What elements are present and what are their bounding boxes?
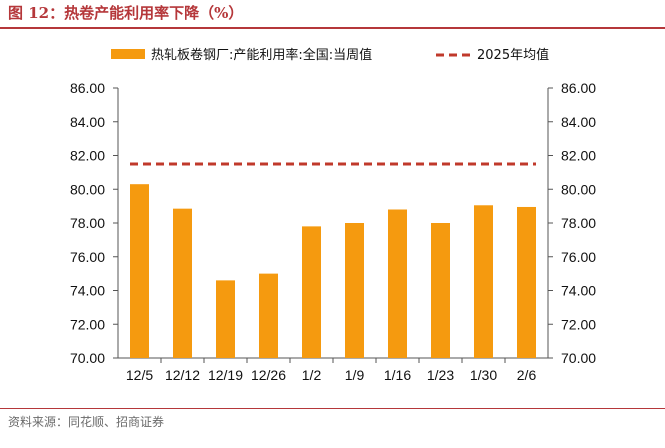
x-tick-label: 12/5	[126, 367, 153, 383]
bar	[345, 223, 364, 358]
y-axis-right-labels: 70.00 72.00 74.00 76.00 78.00 80.00 82.00 84.00…	[561, 80, 596, 366]
legend-line-label: 2025年均值	[477, 47, 549, 63]
y-tick-label-left: 82.00	[70, 148, 105, 164]
x-tick-label: 1/9	[345, 367, 365, 383]
y-tick-label-right: 82.00	[561, 148, 596, 164]
y-tick-label-left: 70.00	[70, 350, 105, 366]
x-tick-label: 1/30	[470, 367, 497, 383]
bar	[173, 208, 192, 358]
y-tick-label-left: 78.00	[70, 215, 105, 231]
y-tick-label-right: 80.00	[561, 181, 596, 197]
y-tick-label-right: 84.00	[561, 114, 596, 130]
y-tick-label-left: 76.00	[70, 249, 105, 265]
y-tick-label-right: 72.00	[561, 316, 596, 332]
bar	[216, 280, 235, 358]
bar	[302, 226, 321, 358]
y-tick-label-right: 74.00	[561, 283, 596, 299]
bar-series	[130, 184, 536, 358]
legend-bar-label: 热轧板卷钢厂:产能利用率:全国:当周值	[151, 47, 372, 63]
bar	[130, 184, 149, 358]
x-tick-label: 12/19	[208, 367, 243, 383]
x-tick-label: 12/12	[165, 367, 200, 383]
x-tick-label: 2/6	[517, 367, 537, 383]
x-tick-label: 1/2	[302, 367, 322, 383]
bar-chart: 热轧板卷钢厂:产能利用率:全国:当周值 2025年均值 70.00 72.00 74…	[70, 47, 596, 383]
title-divider	[0, 27, 665, 29]
y-tick-label-left: 72.00	[70, 316, 105, 332]
y-tick-label-left: 84.00	[70, 114, 105, 130]
x-tick-label: 1/23	[427, 367, 454, 383]
chart-title: 图 12：热卷产能利用率下降（%）	[8, 4, 244, 22]
bar	[431, 223, 450, 358]
y-tick-label-left: 80.00	[70, 181, 105, 197]
bar	[517, 206, 536, 358]
bar	[259, 273, 278, 358]
bar	[474, 205, 493, 358]
x-tick-label: 1/16	[384, 367, 411, 383]
y-axis-left-labels: 70.00 72.00 74.00 76.00 78.00 80.00 82.00 84.00…	[70, 80, 105, 366]
x-tick-label: 12/26	[251, 367, 286, 383]
legend: 热轧板卷钢厂:产能利用率:全国:当周值 2025年均值	[111, 47, 549, 63]
y-tick-label-right: 78.00	[561, 215, 596, 231]
bar	[388, 209, 407, 358]
legend-bar-swatch	[111, 49, 145, 59]
source-note: 资料来源：同花顺、招商证券	[8, 415, 165, 429]
y-tick-label-left: 86.00	[70, 80, 105, 96]
y-tick-label-left: 74.00	[70, 283, 105, 299]
x-axis-labels: 12/5 12/12 12/19 12/26 1/2 1/9 1/16 1/23 1/30 2/6	[126, 367, 537, 383]
y-tick-label-right: 86.00	[561, 80, 596, 96]
y-tick-label-right: 76.00	[561, 249, 596, 265]
y-tick-label-right: 70.00	[561, 350, 596, 366]
source-divider	[0, 408, 665, 409]
